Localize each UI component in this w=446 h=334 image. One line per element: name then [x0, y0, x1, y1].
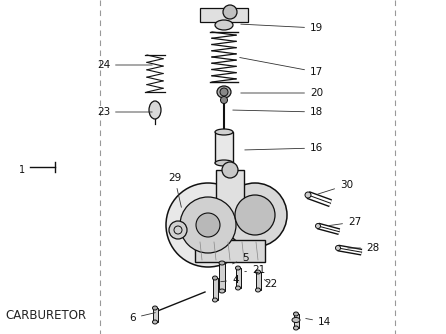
- Ellipse shape: [293, 312, 298, 316]
- Ellipse shape: [235, 266, 240, 270]
- Ellipse shape: [292, 318, 300, 323]
- FancyBboxPatch shape: [256, 272, 260, 290]
- Ellipse shape: [215, 129, 233, 135]
- Text: 22: 22: [264, 279, 277, 289]
- Circle shape: [315, 223, 321, 228]
- Text: 16: 16: [245, 143, 323, 153]
- Ellipse shape: [256, 288, 260, 292]
- Text: 1: 1: [19, 165, 25, 175]
- Ellipse shape: [235, 286, 240, 290]
- Ellipse shape: [215, 160, 233, 166]
- Text: 17: 17: [240, 57, 323, 77]
- Ellipse shape: [217, 86, 231, 98]
- Circle shape: [166, 183, 250, 267]
- Circle shape: [169, 221, 187, 239]
- Text: 23: 23: [97, 107, 152, 117]
- Ellipse shape: [153, 306, 157, 310]
- Circle shape: [180, 197, 236, 253]
- Circle shape: [220, 88, 228, 96]
- Circle shape: [335, 245, 340, 250]
- Text: 27: 27: [329, 217, 361, 227]
- FancyBboxPatch shape: [235, 268, 240, 288]
- Text: CARBURETOR: CARBURETOR: [5, 309, 86, 322]
- Ellipse shape: [219, 289, 225, 293]
- Circle shape: [235, 195, 275, 235]
- Circle shape: [196, 213, 220, 237]
- Ellipse shape: [153, 320, 157, 324]
- Ellipse shape: [212, 298, 218, 302]
- Text: 29: 29: [168, 173, 182, 207]
- Circle shape: [222, 162, 238, 178]
- FancyBboxPatch shape: [195, 240, 265, 262]
- FancyBboxPatch shape: [216, 170, 244, 220]
- Ellipse shape: [219, 261, 225, 265]
- FancyBboxPatch shape: [215, 132, 233, 163]
- Ellipse shape: [212, 276, 218, 280]
- Text: 5: 5: [232, 253, 248, 264]
- Text: 20: 20: [241, 88, 323, 98]
- Circle shape: [223, 183, 287, 247]
- Text: 21: 21: [245, 265, 265, 275]
- Text: 24: 24: [97, 60, 152, 70]
- Text: 6: 6: [129, 313, 155, 323]
- Ellipse shape: [215, 20, 233, 30]
- Text: 4: 4: [221, 275, 239, 285]
- Text: 30: 30: [318, 180, 353, 194]
- Polygon shape: [200, 8, 248, 22]
- FancyBboxPatch shape: [153, 308, 157, 322]
- Text: 19: 19: [241, 23, 323, 33]
- FancyBboxPatch shape: [293, 314, 298, 328]
- Ellipse shape: [293, 326, 298, 330]
- Text: 28: 28: [348, 243, 379, 253]
- Ellipse shape: [256, 270, 260, 274]
- Circle shape: [223, 5, 237, 19]
- Text: 14: 14: [306, 317, 331, 327]
- Circle shape: [220, 97, 227, 104]
- Ellipse shape: [149, 101, 161, 119]
- Text: 18: 18: [233, 107, 323, 117]
- FancyBboxPatch shape: [219, 263, 225, 291]
- Circle shape: [305, 192, 311, 198]
- FancyBboxPatch shape: [212, 278, 218, 300]
